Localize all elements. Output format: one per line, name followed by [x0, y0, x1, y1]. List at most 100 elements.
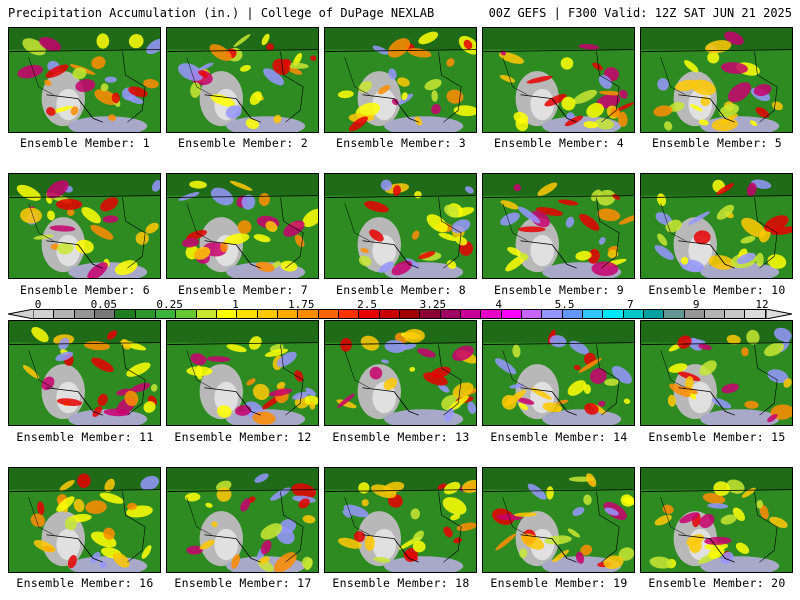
- precip-blob: [699, 360, 717, 376]
- precip-blob: [283, 220, 305, 237]
- precip-map: [167, 174, 318, 278]
- ensemble-map-panel[interactable]: [324, 320, 477, 426]
- precip-blob: [698, 343, 712, 351]
- ensemble-map-panel[interactable]: [166, 27, 319, 133]
- colorbar-cell: [74, 310, 95, 318]
- us-mexico-border: [204, 240, 261, 269]
- precip-blob: [558, 199, 579, 206]
- precip-blob: [246, 378, 256, 386]
- us-mexico-border: [204, 387, 261, 416]
- coastline-west: [344, 203, 370, 241]
- precip-blob: [55, 198, 83, 210]
- ensemble-map-panel[interactable]: [324, 467, 477, 573]
- precip-blob: [424, 79, 442, 91]
- precip-blob: [75, 239, 94, 254]
- dry-region-core: [214, 528, 239, 561]
- ensemble-map-panel[interactable]: [8, 320, 161, 426]
- precip-blob: [741, 217, 766, 238]
- ensemble-map-panel[interactable]: [640, 27, 793, 133]
- precip-blob: [403, 551, 418, 562]
- precip-blob: [249, 91, 263, 106]
- northern-band: [641, 321, 792, 343]
- precip-blob: [186, 230, 208, 240]
- precip-blob: [716, 183, 735, 195]
- precip-blob: [70, 106, 79, 116]
- ensemble-map-panel[interactable]: [324, 27, 477, 133]
- precip-blob: [405, 258, 419, 268]
- ensemble-map-panel[interactable]: [640, 320, 793, 426]
- precip-blob: [513, 512, 538, 517]
- precip-blob: [72, 67, 87, 80]
- precip-blob: [494, 358, 517, 375]
- precip-blob: [664, 121, 673, 131]
- precip-blob: [291, 483, 317, 499]
- ensemble-map-panel[interactable]: [166, 467, 319, 573]
- us-mexico-border: [678, 94, 735, 123]
- gulf-region: [700, 409, 780, 425]
- precip-blob: [106, 330, 118, 340]
- ensemble-map-panel[interactable]: [8, 173, 161, 279]
- precip-blob: [104, 76, 117, 83]
- precip-blob: [443, 481, 461, 495]
- precip-blob: [556, 399, 569, 405]
- precip-blob: [337, 90, 354, 99]
- precip-blob: [509, 383, 524, 389]
- precip-blob: [343, 504, 369, 518]
- ensemble-map-panel[interactable]: [166, 320, 319, 426]
- precip-blob: [184, 492, 201, 502]
- ensemble-map-panel[interactable]: [640, 173, 793, 279]
- precip-blob: [690, 104, 703, 112]
- precip-blob: [286, 62, 309, 69]
- colorbar-tick-label: 4: [495, 298, 503, 311]
- ensemble-map-panel[interactable]: [482, 320, 635, 426]
- precip-blob: [708, 546, 725, 559]
- precip-blob: [108, 114, 117, 122]
- coastline-west: [502, 497, 528, 535]
- precip-blob: [740, 235, 756, 244]
- precip-blob: [127, 502, 138, 511]
- us-mexico-border: [678, 387, 735, 416]
- precip-blob: [378, 261, 394, 274]
- ensemble-map-panel[interactable]: [8, 467, 161, 573]
- ensemble-member-label: Ensemble Member: 4: [493, 136, 625, 150]
- ensemble-map-panel[interactable]: [166, 173, 319, 279]
- coastline-west: [186, 350, 212, 388]
- ensemble-map-panel[interactable]: [482, 467, 635, 573]
- precip-blob: [377, 84, 391, 95]
- precip-map: [9, 28, 160, 132]
- precip-blob: [679, 512, 700, 524]
- precip-blob: [30, 513, 46, 528]
- ensemble-map-panel[interactable]: [324, 173, 477, 279]
- precip-blob: [87, 262, 108, 278]
- precip-blob: [615, 102, 634, 112]
- colorbar-cell: [501, 310, 522, 318]
- gulf-region: [68, 116, 148, 132]
- precip-blob: [44, 79, 52, 87]
- precip-blob: [237, 220, 252, 234]
- us-mexico-border: [46, 94, 103, 123]
- coastline-west: [660, 497, 686, 535]
- ensemble-map-panel[interactable]: [482, 173, 635, 279]
- ensemble-map-panel[interactable]: [482, 27, 635, 133]
- precip-blob: [552, 549, 570, 563]
- precip-blob: [537, 182, 558, 196]
- dry-region-core: [530, 234, 555, 267]
- precip-blob: [146, 38, 160, 55]
- precip-blob: [364, 535, 375, 551]
- precip-blob: [736, 252, 756, 264]
- precip-blob: [674, 79, 699, 91]
- ensemble-map-panel[interactable]: [640, 467, 793, 573]
- us-canada-border: [483, 195, 634, 198]
- precip-blob: [598, 400, 606, 407]
- precip-blob: [769, 516, 788, 529]
- ensemble-member-label: Ensemble Member: 9: [493, 283, 625, 297]
- us-mexico-border: [204, 534, 261, 563]
- precip-blob: [337, 537, 362, 549]
- precip-blob: [598, 236, 606, 245]
- ensemble-map-panel[interactable]: [8, 27, 161, 133]
- colorbar-tick-label: 1.75: [288, 298, 315, 311]
- us-canada-border: [483, 49, 634, 52]
- precip-blob: [513, 111, 529, 124]
- us-canada-border: [167, 195, 318, 198]
- us-canada-border: [325, 489, 476, 492]
